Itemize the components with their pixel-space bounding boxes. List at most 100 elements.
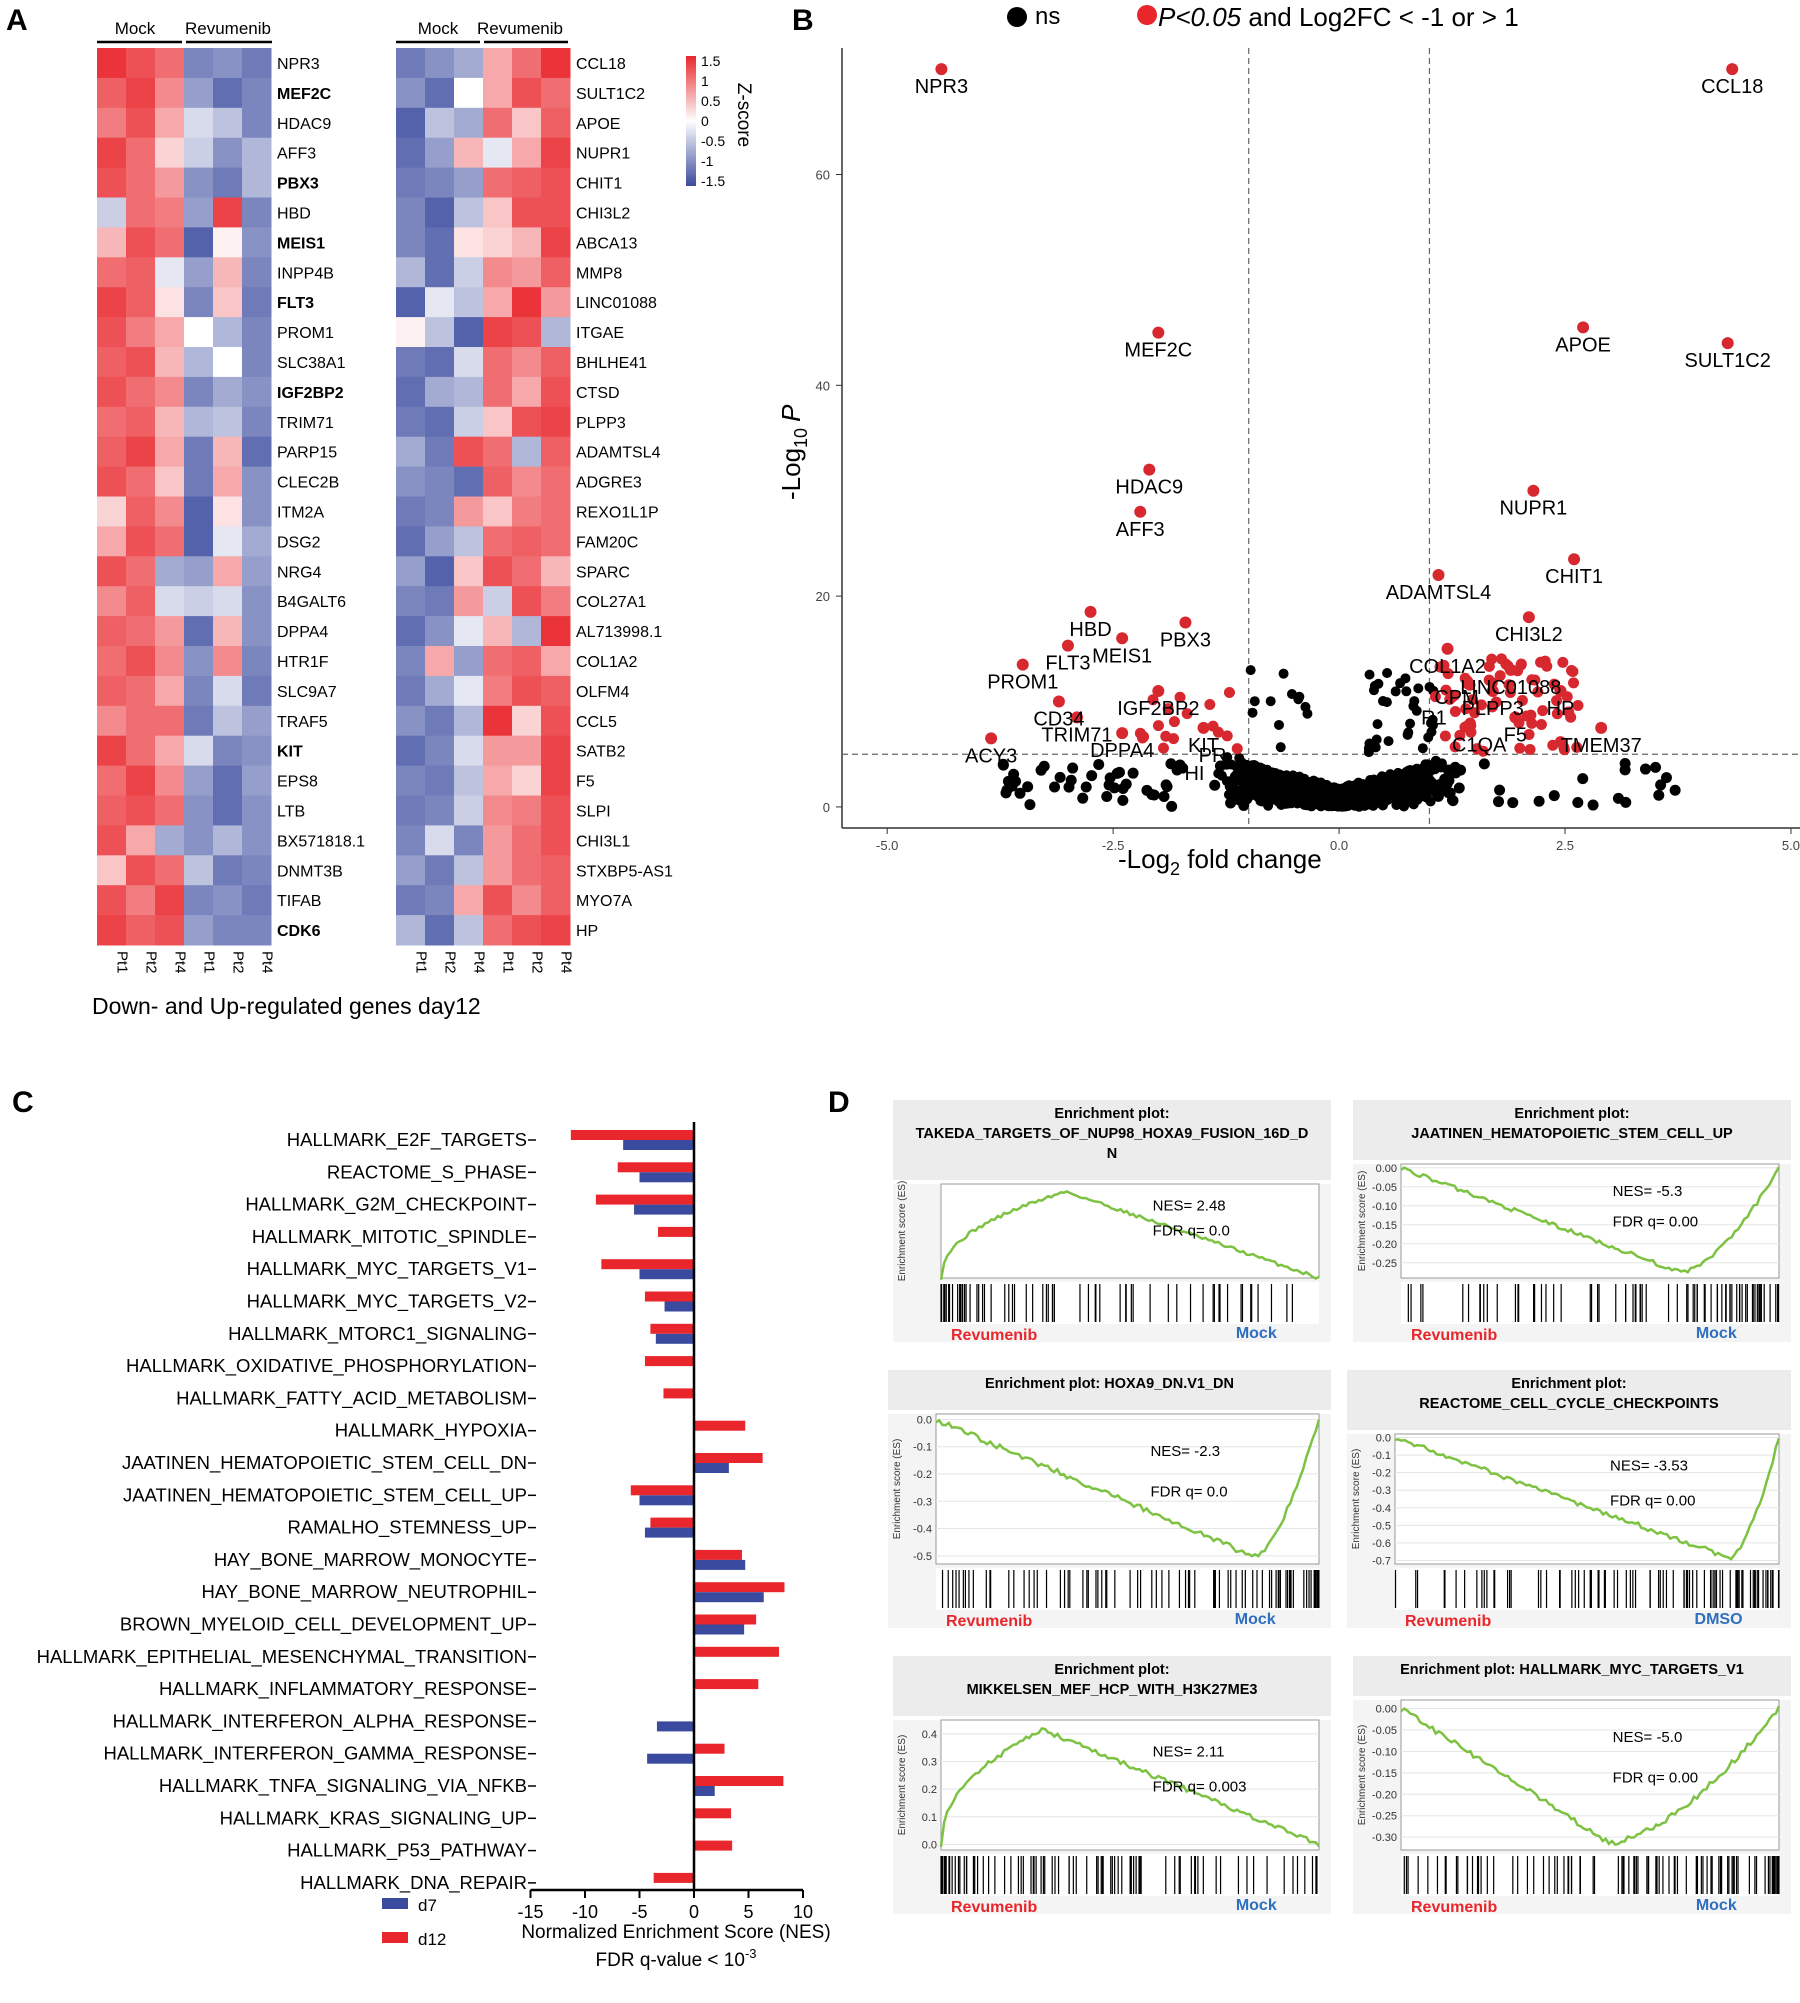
gsea-panel: Enrichment plot: TAKEDA_TARGETS_OF_NUP98_… xyxy=(888,1100,1791,1916)
gsea-left-label: Revumenib xyxy=(946,1613,1032,1630)
legend-ns-marker xyxy=(1007,7,1027,27)
gene-label: PBX3 xyxy=(277,176,319,193)
heatmap-cell xyxy=(213,227,243,258)
volcano-point-sig xyxy=(1174,691,1186,703)
heatmap-cell xyxy=(454,795,484,826)
heatmap-cell xyxy=(126,48,156,79)
volcano-point-sig xyxy=(1577,321,1590,334)
gsea-title: Enrichment plot: xyxy=(1054,1662,1169,1678)
heatmap-cell xyxy=(425,317,455,348)
heatmap-cell xyxy=(425,675,455,707)
gsea-title-bg xyxy=(893,1100,1331,1180)
volcano-point-sig xyxy=(1143,463,1156,476)
volcano-panel: ns P<0.05 and Log2FC < -1 or > 1 -5.0 -2.… xyxy=(776,2,1800,879)
volcano-point-ns xyxy=(1209,779,1221,791)
gene-label: F5 xyxy=(576,774,595,791)
gsea-y-axis-title: Enrichment score (ES) xyxy=(1351,1449,1362,1550)
heatmap-cell xyxy=(184,616,214,647)
panel-label-b: B xyxy=(792,4,814,37)
heatmap-cell xyxy=(541,885,571,916)
heatmap-cell xyxy=(242,436,272,468)
volcano-point-ns xyxy=(1101,791,1113,803)
gene-label: AFF3 xyxy=(277,146,316,163)
heatmap-cell xyxy=(242,317,272,348)
heatmap-cell xyxy=(425,915,455,946)
volcano-point-sig xyxy=(1595,721,1608,734)
volcano-point-ns xyxy=(1006,780,1018,792)
heatmap-cell xyxy=(541,317,571,348)
gsea-y-tick-label: -0.6 xyxy=(1372,1538,1391,1550)
volcano-point-sig xyxy=(1442,668,1454,680)
volcano-x-axis-prefix: -Log xyxy=(1118,844,1170,874)
volcano-point-ns xyxy=(1405,718,1416,729)
volcano-point-ns xyxy=(1415,787,1426,798)
heatmap-cell xyxy=(396,406,426,438)
nes-bar-d7 xyxy=(655,1333,694,1344)
gsea-title-bg xyxy=(1353,1100,1791,1160)
gsea-y-tick-label: 0.0 xyxy=(1376,1433,1391,1445)
volcano-point-ns xyxy=(1086,770,1098,782)
heatmap-cell xyxy=(242,646,272,677)
heatmap-cell xyxy=(213,705,243,737)
heatmap-cell xyxy=(213,586,243,617)
heatmap-cell xyxy=(126,586,156,617)
heatmap-cell xyxy=(425,197,455,228)
volcano-point-ns xyxy=(1166,800,1178,812)
gene-label: SULT1C2 xyxy=(576,86,645,103)
heatmap-cell xyxy=(126,436,156,468)
colorbar-tick: 1 xyxy=(701,73,709,89)
nes-bar-d7 xyxy=(647,1753,694,1764)
nes-bar-d7 xyxy=(634,1204,694,1215)
volcano-gene-label: HP xyxy=(1547,698,1575,720)
heatmap-cell xyxy=(454,48,484,79)
volcano-point-ns xyxy=(1309,791,1320,802)
heatmap-cell xyxy=(126,77,156,109)
heatmap-cell xyxy=(396,496,426,527)
volcano-point-sig xyxy=(1061,639,1074,652)
volcano-ns-points xyxy=(997,665,1681,812)
gsea-left-label: Revumenib xyxy=(1405,1613,1491,1630)
gsea-plot-area xyxy=(935,1413,1320,1565)
volcano-point-ns xyxy=(1650,761,1662,773)
gene-label: PLPP3 xyxy=(576,415,626,432)
heatmap-cell xyxy=(541,376,571,408)
heatmap-cell xyxy=(155,675,185,707)
heatmap-cell xyxy=(155,48,185,79)
heatmap-cell xyxy=(126,496,156,527)
gsea-y-tick-label: 0.0 xyxy=(922,1839,937,1851)
gene-label: SLC9A7 xyxy=(277,684,337,701)
heatmap-cell xyxy=(512,167,542,198)
heatmap-cell xyxy=(213,496,243,527)
gsea-y-tick-label: -0.10 xyxy=(1372,1201,1397,1213)
heatmap-cell xyxy=(213,257,243,288)
heatmap-cell xyxy=(454,197,484,228)
heatmap-cell xyxy=(483,765,513,796)
gene-label: INPP4B xyxy=(277,265,334,282)
volcano-gene-label: PLPP3 xyxy=(1462,698,1524,720)
volcano-point-ns xyxy=(1408,766,1419,777)
volcano-gene-label: DPPA4 xyxy=(1090,740,1154,762)
gsea-y-tick-label: 0.0 xyxy=(917,1414,932,1426)
nes-fdr-note: FDR q-value < 10-3 xyxy=(596,1946,757,1971)
heatmap-cell xyxy=(97,586,127,617)
heatmap-cell xyxy=(184,466,214,497)
volcano-point-sig xyxy=(1551,695,1563,707)
column-label: Pt4 xyxy=(558,951,575,974)
gsea-y-tick-label: -0.5 xyxy=(1372,1520,1391,1532)
nes-bar-d12 xyxy=(694,1614,757,1625)
heatmap-cell xyxy=(97,197,127,228)
heatmap-cell xyxy=(512,287,542,318)
gsea-es-curve xyxy=(1394,1438,1781,1561)
heatmap-cell xyxy=(213,795,243,826)
heatmap-cell xyxy=(184,646,214,677)
gene-label: CHI3L1 xyxy=(576,833,630,850)
heatmap-cell xyxy=(97,287,127,318)
volcano-point-ns xyxy=(1171,764,1183,776)
volcano-point-ns xyxy=(1548,790,1560,802)
heatmap-cell xyxy=(541,496,571,527)
legend-d12-swatch xyxy=(382,1932,408,1943)
gene-label: CCL5 xyxy=(576,714,617,731)
heatmap-cell xyxy=(541,406,571,438)
gsea-title: MIKKELSEN_MEF_HCP_WITH_H3K27ME3 xyxy=(967,1682,1258,1698)
